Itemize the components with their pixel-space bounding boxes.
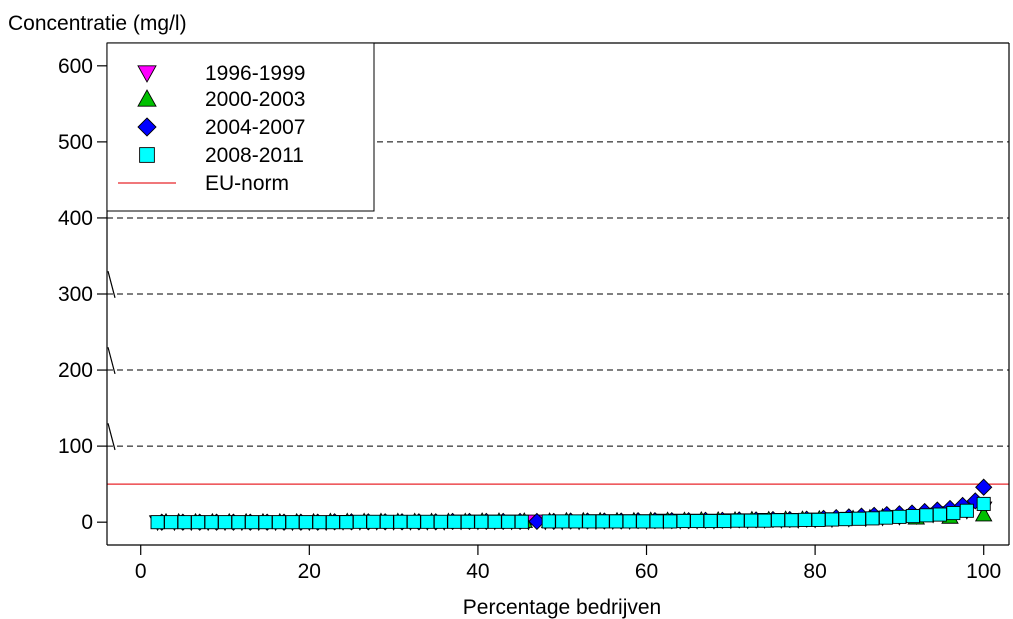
data-point (717, 514, 732, 529)
axis-break-mark (107, 271, 116, 298)
data-point (487, 514, 502, 529)
data-point (878, 510, 893, 525)
data-point (393, 514, 408, 529)
legend-swatch-2008-2011 (139, 147, 155, 163)
data-point (676, 514, 691, 529)
legend-swatch-2000-2003 (137, 89, 157, 107)
data-point (784, 513, 799, 528)
y-tick-label: 0 (81, 511, 93, 534)
legend-label-eu-norm: EU-norm (205, 172, 289, 195)
data-point (690, 514, 705, 529)
data-point (352, 514, 367, 529)
x-tick-label: 40 (466, 560, 489, 583)
data-point (433, 514, 448, 529)
data-point (636, 514, 651, 529)
data-point (204, 515, 219, 530)
data-point (460, 514, 475, 529)
data-point (218, 515, 233, 530)
data-point (919, 508, 934, 523)
data-point (976, 496, 991, 511)
data-point (757, 513, 772, 528)
data-point (406, 514, 421, 529)
data-point (663, 514, 678, 529)
data-point (298, 515, 313, 530)
data-point (191, 515, 206, 530)
axis-break-mark (107, 347, 116, 375)
axes: 0 100 200 300 400 500 600 0 20 40 60 80 100 (58, 42, 1010, 583)
legend-label: 1996-1999 (205, 62, 305, 85)
data-point (892, 509, 907, 524)
legend-label: 2004-2007 (205, 116, 305, 139)
x-tick-label: 0 (135, 560, 147, 583)
data-point (164, 515, 179, 530)
x-tick-label: 60 (635, 560, 658, 583)
data-point (797, 512, 813, 527)
data-point (582, 514, 597, 529)
data-point (271, 515, 286, 530)
data-point (379, 514, 394, 529)
axis-break-mark (107, 423, 116, 451)
legend-swatch-2004-2007 (137, 117, 157, 137)
data-point (622, 514, 637, 529)
data-point (959, 503, 974, 518)
y-tick-label: 100 (58, 435, 93, 458)
series-2008-2011 (150, 496, 991, 530)
y-tick-label: 500 (58, 131, 93, 154)
data-point (325, 515, 340, 530)
legend: 1996-1999 2000-2003 2004-2007 2008-2011 EU-… (106, 42, 375, 212)
data-point (838, 512, 853, 527)
data-point (974, 505, 993, 522)
data-point (541, 514, 556, 529)
data-point (150, 515, 165, 530)
data-point (905, 509, 920, 524)
y-tick-label: 200 (58, 359, 93, 382)
x-axis-title: Percentage bedrijven (463, 596, 661, 619)
data-point (244, 515, 260, 530)
data-point (932, 507, 947, 522)
data-point (474, 514, 489, 529)
x-tick-label: 100 (966, 560, 1001, 583)
data-point (339, 515, 354, 530)
y-axis-title: Concentratie (mg/l) (8, 12, 187, 35)
data-point (595, 514, 610, 529)
data-point (609, 514, 624, 529)
data-point (744, 513, 759, 528)
data-point (501, 514, 516, 529)
y-tick-label: 300 (58, 283, 93, 306)
x-tick-label: 20 (298, 560, 321, 583)
data-point (865, 511, 880, 526)
data-point (366, 514, 381, 529)
data-point (649, 514, 664, 529)
data-point (258, 515, 273, 530)
data-point (514, 514, 529, 529)
data-point (730, 513, 745, 528)
data-point (568, 514, 583, 529)
data-point (312, 515, 327, 530)
data-point (555, 514, 570, 529)
data-point (771, 513, 786, 528)
legend-label: 2000-2003 (205, 88, 305, 111)
data-point (420, 514, 435, 529)
data-point (946, 506, 961, 521)
data-point (703, 514, 718, 529)
y-tick-label: 400 (58, 207, 93, 230)
data-point (824, 512, 839, 527)
data-point (975, 478, 993, 496)
data-point (177, 515, 192, 530)
data-points (148, 478, 993, 532)
data-point (285, 515, 300, 530)
legend-swatch-1996-1999 (137, 65, 157, 83)
y-tick-label: 600 (58, 55, 93, 78)
data-point (811, 512, 826, 527)
legend-label: 2008-2011 (205, 144, 304, 167)
data-point (231, 515, 246, 530)
data-point (851, 511, 866, 526)
data-point (447, 514, 462, 529)
x-tick-label: 80 (803, 560, 826, 583)
